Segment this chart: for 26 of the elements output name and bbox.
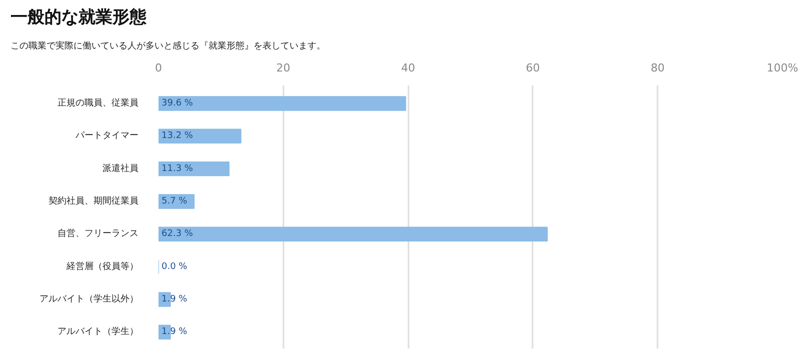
data-label: 13.2 % xyxy=(162,131,194,142)
bar xyxy=(158,96,406,111)
y-tick-label: 派遣社員 xyxy=(102,162,138,174)
x-tick-label: 60 xyxy=(526,62,540,74)
x-tick-label: 40 xyxy=(401,62,416,74)
data-label: 0.0 % xyxy=(162,262,188,272)
bar xyxy=(158,128,242,144)
data-label: 62.3 % xyxy=(162,229,194,240)
x-tick-label: 100% xyxy=(766,62,798,74)
y-tick-label: アルバイト（学生以外） xyxy=(40,293,138,304)
y-tick-label: 自営、フリーランス xyxy=(58,228,138,240)
y-tick-label: アルバイト（学生） xyxy=(58,326,138,338)
data-label: 39.6 % xyxy=(162,98,194,108)
x-tick-label: 20 xyxy=(276,62,290,74)
data-label: 11.3 % xyxy=(162,164,194,174)
y-tick-label: 経営層（役員等） xyxy=(66,260,138,272)
y-tick-label: 正規の職員、従業員 xyxy=(58,97,138,108)
y-tick-label: 契約社員、期間従業員 xyxy=(48,195,138,206)
data-label: 5.7 % xyxy=(162,196,188,206)
chart-title: 一般的な就業形態 xyxy=(10,8,148,28)
bar xyxy=(158,161,230,176)
x-tick-label: 80 xyxy=(650,62,665,74)
chart-subtitle: この職業で実際に働いている人が多いと感じる『就業形態』を表しています。 xyxy=(10,40,326,52)
bar xyxy=(158,226,548,242)
x-tick-label: 0 xyxy=(155,62,162,74)
y-tick-label: パートタイマー xyxy=(74,131,138,142)
